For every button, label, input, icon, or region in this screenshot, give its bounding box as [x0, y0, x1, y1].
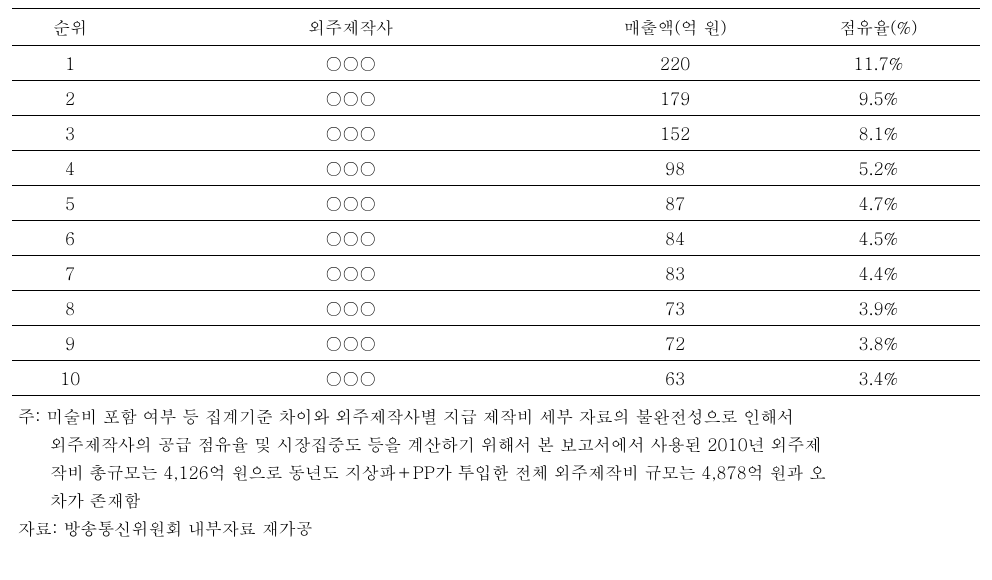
cell-rank: 1	[12, 46, 128, 81]
header-company: 외주제작사	[128, 9, 573, 46]
cell-company: ○○○	[128, 116, 573, 151]
cell-revenue: 72	[573, 326, 776, 361]
cell-share: 8.1%	[777, 116, 980, 151]
table-row: 10 ○○○ 63 3.4%	[12, 361, 980, 396]
cell-revenue: 63	[573, 361, 776, 396]
note-line-2: 외주제작사의 공급 점유율 및 시장집중도 등을 계산하기 위해서 본 보고서에…	[18, 430, 980, 458]
cell-company: ○○○	[128, 46, 573, 81]
cell-share: 4.5%	[777, 221, 980, 256]
cell-rank: 7	[12, 256, 128, 291]
cell-company: ○○○	[128, 361, 573, 396]
cell-revenue: 179	[573, 81, 776, 116]
note-line-3: 작비 총규모는 4,126억 원으로 동년도 지상파＋PP가 투입한 전체 외주…	[18, 458, 980, 486]
cell-share: 4.4%	[777, 256, 980, 291]
header-revenue: 매출액(억 원)	[573, 9, 776, 46]
cell-revenue: 152	[573, 116, 776, 151]
cell-revenue: 73	[573, 291, 776, 326]
cell-company: ○○○	[128, 221, 573, 256]
cell-share: 5.2%	[777, 151, 980, 186]
cell-share: 3.9%	[777, 291, 980, 326]
table-row: 4 ○○○ 98 5.2%	[12, 151, 980, 186]
table-row: 8 ○○○ 73 3.9%	[12, 291, 980, 326]
cell-rank: 5	[12, 186, 128, 221]
cell-rank: 6	[12, 221, 128, 256]
cell-rank: 4	[12, 151, 128, 186]
cell-revenue: 87	[573, 186, 776, 221]
cell-share: 11.7%	[777, 46, 980, 81]
cell-company: ○○○	[128, 326, 573, 361]
cell-revenue: 220	[573, 46, 776, 81]
table-row: 9 ○○○ 72 3.8%	[12, 326, 980, 361]
cell-rank: 2	[12, 81, 128, 116]
cell-rank: 10	[12, 361, 128, 396]
cell-company: ○○○	[128, 291, 573, 326]
cell-share: 4.7%	[777, 186, 980, 221]
cell-rank: 3	[12, 116, 128, 151]
cell-revenue: 83	[573, 256, 776, 291]
source-line: 자료: 방송통신위원회 내부자료 재가공	[18, 514, 980, 542]
cell-company: ○○○	[128, 256, 573, 291]
table-row: 2 ○○○ 179 9.5%	[12, 81, 980, 116]
note-line-1: 주: 미술비 포함 여부 등 집계기준 차이와 외주제작사별 지급 제작비 세부…	[18, 402, 980, 430]
header-share: 점유율(%)	[777, 9, 980, 46]
table-header-row: 순위 외주제작사 매출액(억 원) 점유율(%)	[12, 9, 980, 46]
table-row: 7 ○○○ 83 4.4%	[12, 256, 980, 291]
cell-share: 3.4%	[777, 361, 980, 396]
cell-company: ○○○	[128, 151, 573, 186]
table-row: 6 ○○○ 84 4.5%	[12, 221, 980, 256]
ranking-table: 순위 외주제작사 매출액(억 원) 점유율(%) 1 ○○○ 220 11.7%…	[12, 8, 980, 396]
cell-share: 9.5%	[777, 81, 980, 116]
cell-rank: 8	[12, 291, 128, 326]
cell-rank: 9	[12, 326, 128, 361]
note-line-4: 차가 존재함	[18, 486, 980, 514]
cell-company: ○○○	[128, 81, 573, 116]
header-rank: 순위	[12, 9, 128, 46]
notes-section: 주: 미술비 포함 여부 등 집계기준 차이와 외주제작사별 지급 제작비 세부…	[12, 402, 980, 542]
cell-share: 3.8%	[777, 326, 980, 361]
table-row: 1 ○○○ 220 11.7%	[12, 46, 980, 81]
cell-revenue: 98	[573, 151, 776, 186]
table-row: 3 ○○○ 152 8.1%	[12, 116, 980, 151]
cell-company: ○○○	[128, 186, 573, 221]
table-row: 5 ○○○ 87 4.7%	[12, 186, 980, 221]
cell-revenue: 84	[573, 221, 776, 256]
